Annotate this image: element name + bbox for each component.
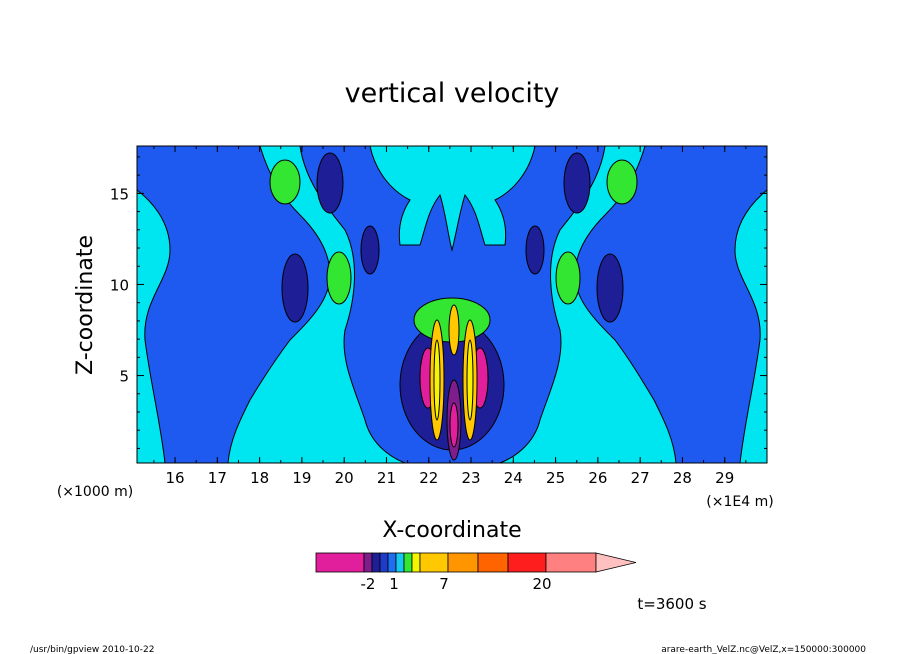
contour-magenta [449, 402, 459, 448]
colorbar-swatch [371, 552, 381, 573]
colorbar-swatch [419, 552, 449, 573]
contour-yellow [466, 339, 474, 421]
colorbar-swatch [315, 552, 365, 573]
contour-darkblue [360, 225, 380, 275]
x-unit-right: (×1E4 m) [706, 494, 773, 510]
contour-orange [448, 304, 460, 356]
contour-blue-right [574, 146, 767, 463]
colorbar-label: -2 [361, 575, 376, 593]
colorbar-label: 1 [389, 575, 399, 593]
footer-right: arare-earth_VelZ.nc@VelZ,x=150000:300000 [661, 645, 866, 654]
y-tick-label: 10 [110, 276, 129, 294]
colorbar-swatch [447, 552, 479, 573]
y-tick-label: 15 [110, 185, 129, 203]
x-tick-label: 24 [504, 469, 523, 487]
contour-yellow [433, 339, 441, 421]
colorbar-swatch [507, 552, 547, 573]
x-tick-label: 16 [166, 469, 185, 487]
y-tick-label: 5 [119, 368, 129, 386]
colorbar-swatch [379, 552, 389, 573]
contour-darkblue [563, 152, 591, 214]
footer-left: /usr/bin/gpview 2010-10-22 [30, 645, 154, 654]
contour-darkblue [316, 152, 344, 214]
x-tick-label: 17 [208, 469, 227, 487]
colorbar-swatch [387, 552, 397, 573]
x-tick-label: 27 [631, 469, 650, 487]
colorbar-swatch [395, 552, 405, 573]
contour-green [555, 251, 581, 305]
x-axis-label: X-coordinate [382, 518, 521, 543]
plot-area: 16 17 18 19 20 21 22 23 24 25 26 27 28 29 5 10 15 [110, 145, 768, 487]
plot-frame [136, 145, 768, 464]
colorbar-swatch [403, 552, 413, 573]
x-tick-label: 26 [588, 469, 607, 487]
contour-darkblue [525, 225, 545, 275]
x-tick-label: 21 [377, 469, 396, 487]
contour-green [269, 159, 301, 205]
contour-green [326, 251, 352, 305]
x-tick-label: 18 [250, 469, 269, 487]
contour-darkblue [281, 253, 309, 323]
colorbar-swatch [545, 552, 597, 573]
time-label: t=3600 s [637, 595, 706, 613]
x-tick-label: 22 [419, 469, 438, 487]
contour-darkblue [596, 253, 624, 323]
chart-title: vertical velocity [345, 78, 560, 109]
colorbar: -2 1 7 20 [315, 552, 637, 593]
colorbar-swatch [477, 552, 509, 573]
contour-blue-left [137, 146, 331, 463]
x-tick-label: 25 [546, 469, 565, 487]
x-tick-label: 29 [715, 469, 734, 487]
contour-green [606, 159, 638, 205]
colorbar-label: 7 [439, 575, 449, 593]
colorbar-swatch [363, 552, 373, 573]
x-tick-label: 28 [673, 469, 692, 487]
colorbar-label: 20 [532, 575, 551, 593]
x-axis: 16 17 18 19 20 21 22 23 24 25 26 27 28 29 [153, 146, 768, 487]
x-unit-left: (×1000 m) [57, 484, 133, 500]
y-axis-label: Z-coordinate [73, 235, 98, 375]
colorbar-arrow [595, 552, 637, 573]
x-tick-label: 23 [461, 469, 480, 487]
x-tick-label: 19 [292, 469, 311, 487]
colorbar-swatch [411, 552, 421, 573]
y-axis: 5 10 15 [110, 156, 767, 449]
x-tick-label: 20 [335, 469, 354, 487]
